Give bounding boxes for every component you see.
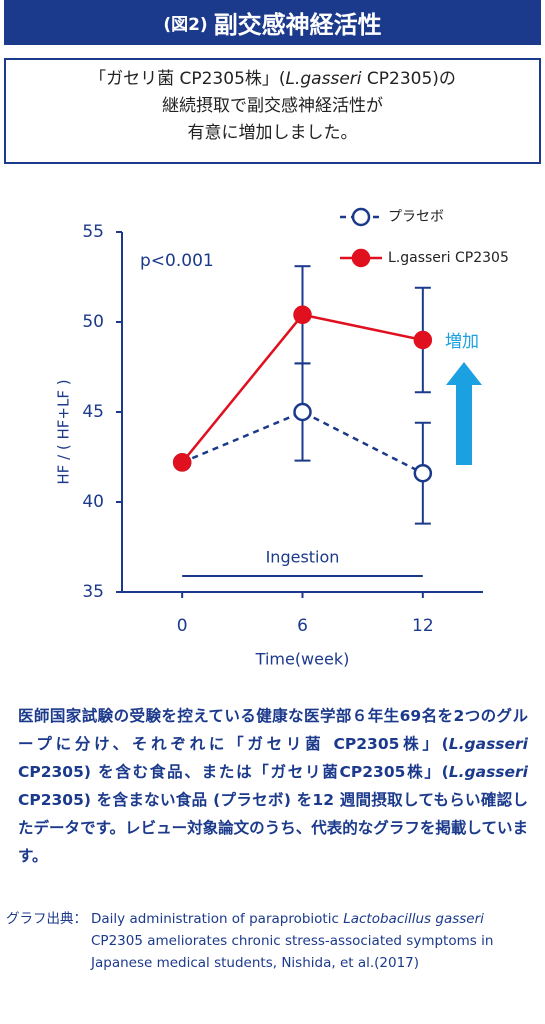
summary-line: 継続摂取で副交感神経活性が xyxy=(6,93,539,120)
description: 医師国家試験の受験を控えている健康な医学部６年生69名を2つのグループに分け、そ… xyxy=(18,702,528,870)
text: CP2305) を含む食品、または「ガセリ菌CP2305株」( xyxy=(18,763,449,781)
text: 継続摂取で副交感神経活性が xyxy=(162,96,383,116)
text: 有意に増加しました。 xyxy=(187,123,358,143)
chart: 35 40 45 50 55 0 6 12 Time(week) HF / ( HF+LF ) p<… xyxy=(55,207,509,669)
y-tick-label: 35 xyxy=(82,582,104,602)
text: 医師国家試験の受験を控えている健康な医学部６年生69名を2つのグループに分け、そ… xyxy=(18,707,528,753)
summary-box: 「ガセリ菌 CP2305株」(L.gasseri CP2305)の 継続摂取で副… xyxy=(4,58,541,164)
increase-label: 増加 xyxy=(445,332,479,352)
y-axis-label: HF / ( HF+LF ) xyxy=(55,379,73,484)
y-tick-label: 45 xyxy=(82,402,104,422)
x-tick-label: 6 xyxy=(297,616,308,636)
series-line xyxy=(181,410,424,475)
source: グラフ出典： Daily administration of paraprobi… xyxy=(6,908,536,974)
data-point xyxy=(172,453,192,472)
period-label: Ingestion xyxy=(266,548,340,567)
text: CP2305 ameliorates chronic stress-associ… xyxy=(91,933,494,971)
legend-marker xyxy=(351,207,371,227)
legend-label: プラセボ xyxy=(388,209,444,225)
text: CP2305)の xyxy=(361,69,456,89)
y-tick-label: 55 xyxy=(82,222,104,242)
summary-line: 有意に増加しました。 xyxy=(6,120,539,147)
data-point xyxy=(413,330,433,350)
x-axis-label: Time(week) xyxy=(255,650,350,669)
text: L.gasseri xyxy=(448,763,528,781)
data-point xyxy=(293,305,312,325)
text: L.gasseri xyxy=(448,735,528,753)
text: Lactobacillus gasseri xyxy=(343,911,484,927)
legend-marker xyxy=(351,248,371,268)
text: Daily administration of paraprobiotic xyxy=(91,911,344,927)
y-tick-label: 50 xyxy=(82,312,104,332)
summary-line: 「ガセリ菌 CP2305株」(L.gasseri CP2305)の xyxy=(6,66,539,93)
p-value: p<0.001 xyxy=(140,251,214,271)
x-tick-label: 12 xyxy=(412,616,434,636)
text: CP2305) を含まない食品 (プラセボ) を12 週間摂取してもらい確認した… xyxy=(18,791,528,865)
data-point xyxy=(293,402,312,422)
data-point xyxy=(413,463,433,483)
source-text: Daily administration of paraprobiotic La… xyxy=(87,908,536,974)
header-prefix: (図2) xyxy=(163,15,208,35)
header: (図2) 副交感神経活性 xyxy=(4,0,541,45)
legend-label: L.gasseri CP2305 xyxy=(388,250,509,266)
source-label: グラフ出典： xyxy=(6,911,87,927)
text: 「ガセリ菌 CP2305株」( xyxy=(89,69,286,89)
increase-arrow xyxy=(446,362,482,465)
x-tick-label: 0 xyxy=(177,616,188,636)
text: L.gasseri xyxy=(285,69,362,89)
y-tick-label: 40 xyxy=(82,492,104,512)
header-title: 副交感神経活性 xyxy=(213,11,382,39)
